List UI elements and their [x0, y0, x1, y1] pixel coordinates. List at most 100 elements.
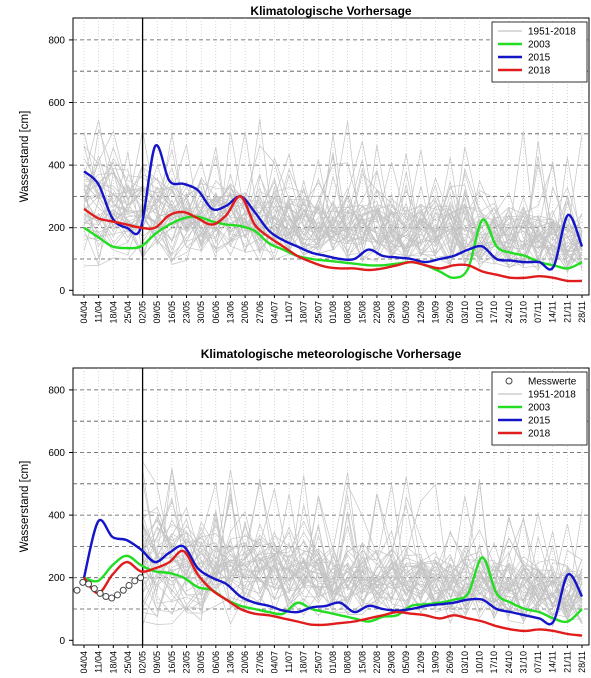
ensemble-line [142, 480, 583, 608]
x-tick-label: 27/06 [255, 651, 265, 673]
x-tick-label: 20/06 [240, 651, 250, 673]
x-tick-label: 30/05 [196, 651, 206, 673]
ensemble-line [142, 488, 583, 617]
ensemble-traces [142, 460, 583, 628]
legend-label: 2003 [528, 40, 551, 51]
measurement-point [113, 591, 121, 599]
x-tick-label: 07/11 [533, 651, 543, 673]
x-tick-label: 21/11 [562, 651, 572, 673]
ensemble-line [142, 506, 583, 616]
x-tick-label: 06/06 [211, 301, 221, 324]
chart-title: Klimatologische Vorhersage [250, 4, 411, 18]
measurement-point [108, 594, 116, 602]
legend: Messwerte 1951-2018 2003 2015 2018 [491, 371, 588, 446]
measurement-point [85, 580, 93, 588]
measurement-point [102, 592, 110, 600]
y-tick-label: 800 [48, 35, 65, 46]
x-tick-label: 04/04 [79, 651, 89, 673]
ensemble-line [83, 175, 583, 271]
x-tick-label: 11/04 [94, 651, 104, 673]
measurement-point [79, 578, 87, 586]
x-tick-label: 08/08 [343, 301, 353, 324]
x-tick-label: 09/05 [152, 301, 162, 324]
measurement-point [131, 577, 139, 585]
x-tick-label: 23/05 [182, 301, 192, 324]
ensemble-line [142, 460, 583, 618]
measurement-point [119, 586, 127, 594]
legend-label: 2015 [528, 416, 551, 427]
ensemble-line [83, 133, 583, 260]
ensemble-line [83, 181, 583, 260]
measurement-point [125, 582, 133, 590]
x-tick-label: 15/08 [357, 301, 367, 324]
ensemble-line [83, 164, 583, 264]
legend-swatch-measurements [505, 377, 513, 385]
measurement-point [137, 574, 145, 582]
series-line-2003 [83, 215, 583, 280]
measurement-point [96, 589, 104, 597]
series-line-2015 [83, 144, 584, 271]
x-tick-label: 18/07 [299, 301, 309, 324]
x-tick-label: 01/08 [328, 301, 338, 324]
x-tick-label: 04/07 [269, 651, 279, 673]
x-tick-label: 13/06 [226, 651, 236, 673]
series-line-2018 [83, 549, 583, 637]
legend-label: 2015 [528, 53, 551, 64]
x-tick-label: 03/10 [460, 301, 470, 324]
ensemble-line [142, 516, 583, 606]
ensemble-line [142, 531, 583, 619]
x-tick-label: 15/08 [357, 651, 367, 673]
legend-label: 1951-2018 [528, 390, 576, 401]
measurement-point [90, 585, 98, 593]
x-tick-label: 16/05 [167, 651, 177, 673]
ensemble-line [142, 536, 583, 617]
x-tick-label: 29/08 [387, 301, 397, 324]
x-tick-label: 11/07 [284, 651, 294, 673]
x-tick-label: 26/09 [445, 651, 455, 673]
series-line-2015 [82, 518, 584, 626]
ensemble-line [83, 157, 583, 258]
ensemble-traces [83, 118, 583, 274]
x-tick-label: 02/05 [138, 301, 148, 324]
x-tick-label: 28/11 [577, 651, 587, 673]
x-tick-label: 23/05 [182, 651, 192, 673]
x-tick-label: 11/07 [284, 301, 294, 323]
x-tick-label: 27/06 [255, 301, 265, 324]
x-tick-label: 21/11 [562, 301, 572, 323]
x-tick-label: 25/04 [123, 301, 133, 324]
chart-panel-2: Klimatologische meteorologische Vorhersa… [19, 347, 590, 674]
legend-label: 2003 [528, 403, 551, 414]
series-line-2018 [83, 195, 583, 283]
x-tick-label: 28/11 [577, 301, 587, 323]
ensemble-line [142, 553, 583, 624]
x-tick-label: 11/04 [94, 301, 104, 323]
x-tick-label: 06/06 [211, 651, 221, 673]
ensemble-line [83, 134, 583, 267]
x-tick-label: 31/10 [518, 651, 528, 673]
x-tick-label: 19/09 [431, 301, 441, 324]
x-tick-label: 17/10 [489, 651, 499, 673]
y-tick-label: 200 [48, 223, 65, 234]
ensemble-line [142, 475, 583, 601]
y-tick-label: 200 [48, 573, 65, 584]
ensemble-line [83, 155, 583, 274]
chart-panel-1: Klimatologische Vorhersage 0 200 400 600 800 0… [19, 4, 590, 324]
x-tick-label: 26/09 [445, 301, 455, 324]
x-tick-label: 19/09 [431, 651, 441, 673]
x-tick-label: 10/10 [475, 301, 485, 324]
legend-label: Messwerte [528, 377, 577, 388]
ensemble-line [142, 552, 583, 611]
x-tick-label: 12/09 [416, 651, 426, 673]
legend-box [491, 21, 588, 83]
ensemble-line [83, 133, 583, 271]
x-tick-label: 29/08 [387, 651, 397, 673]
ensemble-line [142, 498, 583, 608]
x-tick-label: 22/08 [372, 301, 382, 324]
x-tick-label: 30/05 [196, 301, 206, 324]
y-axis-label: Wasserstand [cm] [19, 111, 31, 203]
x-tick-label: 04/07 [269, 301, 279, 324]
y-tick-label: 400 [48, 511, 65, 522]
y-tick-label: 0 [59, 636, 65, 647]
x-tick-label: 14/11 [548, 651, 558, 673]
